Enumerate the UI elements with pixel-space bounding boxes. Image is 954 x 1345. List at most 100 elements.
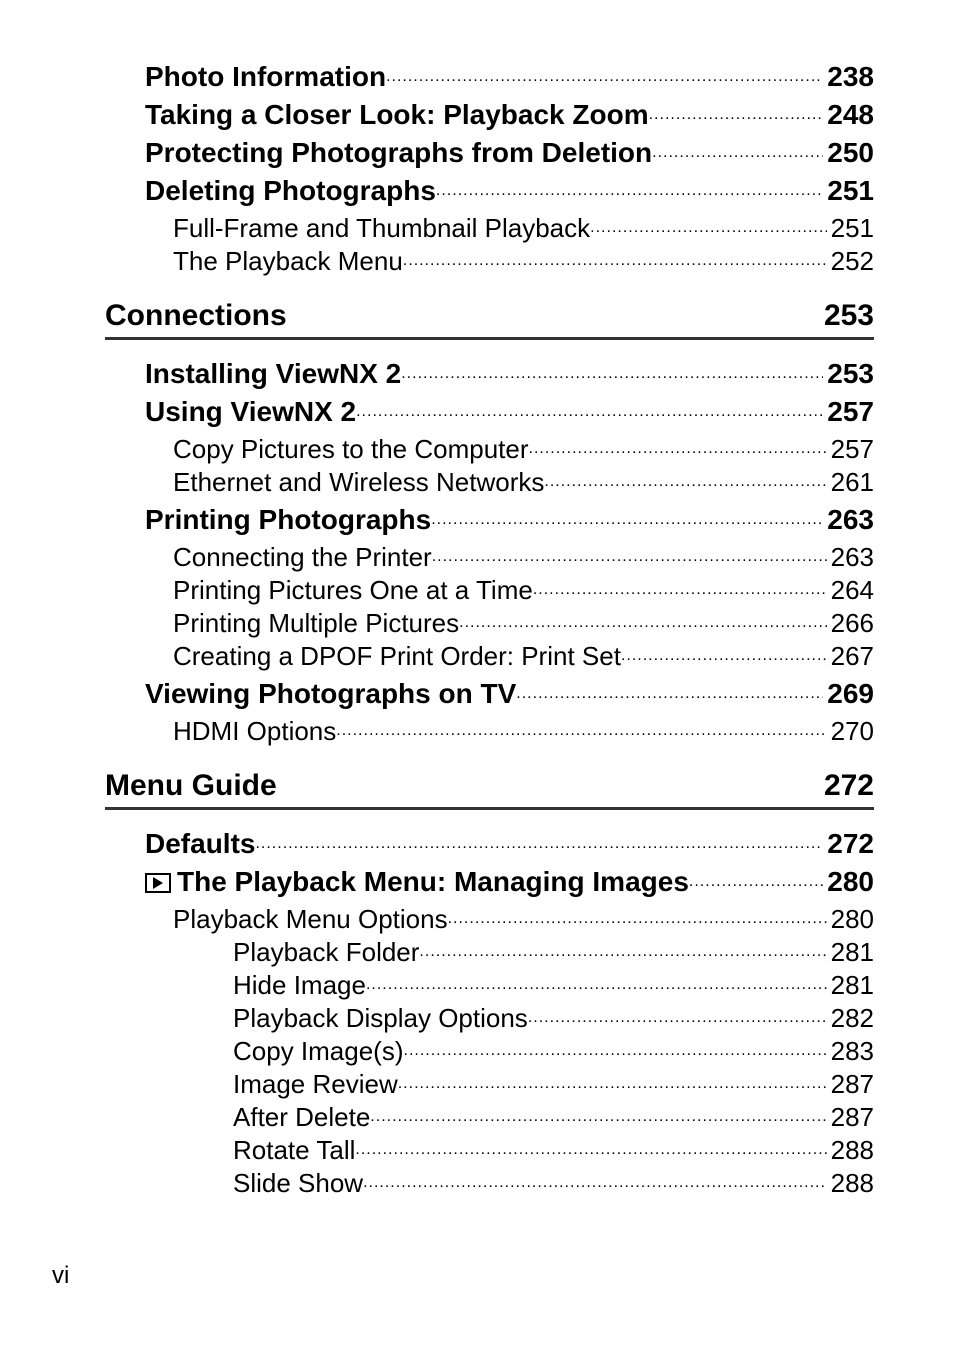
toc-label: Copy Pictures to the Computer xyxy=(173,434,529,465)
toc-label-text: Using ViewNX 2 xyxy=(145,396,356,427)
toc-leader-dots xyxy=(516,687,823,703)
toc-page-number: 282 xyxy=(827,1003,874,1034)
table-of-contents: Photo Information 238Taking a Closer Loo… xyxy=(145,61,874,1199)
toc-page-number: 257 xyxy=(827,434,874,465)
toc-label: The Playback Menu: Managing Images xyxy=(145,866,689,898)
toc-label: Printing Multiple Pictures xyxy=(173,608,459,639)
toc-leader-dots xyxy=(366,978,827,994)
toc-page-number: 264 xyxy=(827,575,874,606)
toc-label-text: Copy Image(s) xyxy=(233,1036,404,1066)
toc-label: Connecting the Printer xyxy=(173,542,432,573)
toc-label: Image Review xyxy=(233,1069,398,1100)
toc-label: Printing Photographs xyxy=(145,504,431,536)
toc-entry: Playback Menu Options 280 xyxy=(145,904,874,935)
toc-entry: The Playback Menu: Managing Images 280 xyxy=(145,866,874,898)
toc-entry: Hide Image 281 xyxy=(145,970,874,1001)
section-rule xyxy=(105,807,874,810)
toc-entry: Copy Pictures to the Computer 257 xyxy=(145,434,874,465)
toc-leader-dots xyxy=(255,837,823,853)
toc-label-text: Full-Frame and Thumbnail Playback xyxy=(173,213,590,243)
section-title: Menu Guide xyxy=(105,769,277,803)
toc-page-number: 257 xyxy=(823,396,874,428)
section-title: Connections xyxy=(105,299,287,333)
toc-entry: The Playback Menu 252 xyxy=(145,246,874,277)
toc-leader-dots xyxy=(652,146,823,162)
toc-entry: Photo Information 238 xyxy=(145,61,874,93)
toc-entry: Slide Show 288 xyxy=(145,1168,874,1199)
toc-leader-dots xyxy=(448,912,827,928)
section-rule xyxy=(105,337,874,340)
toc-entry: Creating a DPOF Print Order: Print Set 2… xyxy=(145,641,874,672)
section-header-menu_guide: Menu Guide 272 xyxy=(105,769,874,803)
toc-label-text: Rotate Tall xyxy=(233,1135,355,1165)
toc-label-text: Installing ViewNX 2 xyxy=(145,358,401,389)
toc-label: Hide Image xyxy=(233,970,366,1001)
toc-label-text: Printing Photographs xyxy=(145,504,431,535)
toc-label: Creating a DPOF Print Order: Print Set xyxy=(173,641,621,672)
page: Photo Information 238Taking a Closer Loo… xyxy=(0,0,954,1345)
toc-entry: HDMI Options 270 xyxy=(145,716,874,747)
toc-label-text: Image Review xyxy=(233,1069,398,1099)
toc-page-number: 281 xyxy=(827,937,874,968)
toc-page-number: 253 xyxy=(823,358,874,390)
toc-page-number: 263 xyxy=(827,542,874,573)
toc-label: The Playback Menu xyxy=(173,246,403,277)
toc-label-text: The Playback Menu: Managing Images xyxy=(177,866,689,897)
toc-leader-dots xyxy=(528,1011,827,1027)
toc-page-number: 263 xyxy=(823,504,874,536)
toc-leader-dots xyxy=(544,475,826,491)
toc-label-text: Hide Image xyxy=(233,970,366,1000)
toc-page-number: 248 xyxy=(823,99,874,131)
toc-label-text: Protecting Photographs from Deletion xyxy=(145,137,652,168)
toc-page-number: 266 xyxy=(827,608,874,639)
toc-entry: Copy Image(s) 283 xyxy=(145,1036,874,1067)
toc-entry: Installing ViewNX 2 253 xyxy=(145,358,874,390)
toc-entry: Connecting the Printer 263 xyxy=(145,542,874,573)
toc-leader-dots xyxy=(649,108,824,124)
toc-page-number: 251 xyxy=(823,175,874,207)
toc-label: After Delete xyxy=(233,1102,370,1133)
toc-label-text: Slide Show xyxy=(233,1168,363,1198)
toc-leader-dots xyxy=(398,1077,827,1093)
toc-entry: After Delete 287 xyxy=(145,1102,874,1133)
toc-label: Playback Display Options xyxy=(233,1003,528,1034)
toc-label: Photo Information xyxy=(145,61,386,93)
toc-entry: Full-Frame and Thumbnail Playback 251 xyxy=(145,213,874,244)
toc-label: Ethernet and Wireless Networks xyxy=(173,467,544,498)
toc-leader-dots xyxy=(336,724,826,740)
toc-entry: Using ViewNX 2 257 xyxy=(145,396,874,428)
toc-label: HDMI Options xyxy=(173,716,336,747)
toc-leader-dots xyxy=(363,1176,827,1192)
section-page: 272 xyxy=(824,769,874,803)
toc-label-text: Playback Display Options xyxy=(233,1003,528,1033)
toc-leader-dots xyxy=(355,1143,826,1159)
toc-page-number: 251 xyxy=(827,213,874,244)
toc-label-text: Defaults xyxy=(145,828,255,859)
toc-leader-dots xyxy=(459,616,826,632)
toc-leader-dots xyxy=(431,513,823,529)
toc-leader-dots xyxy=(590,221,826,237)
toc-page-number: 283 xyxy=(827,1036,874,1067)
toc-label-text: After Delete xyxy=(233,1102,370,1132)
toc-label-text: Printing Pictures One at a Time xyxy=(173,575,533,605)
toc-entry: Rotate Tall 288 xyxy=(145,1135,874,1166)
toc-page-number: 270 xyxy=(827,716,874,747)
toc-label: Using ViewNX 2 xyxy=(145,396,356,428)
toc-page-number: 252 xyxy=(827,246,874,277)
toc-page-number: 281 xyxy=(827,970,874,1001)
toc-label: Defaults xyxy=(145,828,255,860)
toc-entry: Printing Multiple Pictures 266 xyxy=(145,608,874,639)
toc-entry: Printing Pictures One at a Time 264 xyxy=(145,575,874,606)
toc-page-number: 250 xyxy=(823,137,874,169)
toc-label-text: Copy Pictures to the Computer xyxy=(173,434,529,464)
toc-leader-dots xyxy=(403,254,827,270)
toc-entry: Playback Display Options 282 xyxy=(145,1003,874,1034)
toc-entry: Defaults 272 xyxy=(145,828,874,860)
toc-leader-dots xyxy=(432,550,827,566)
toc-label: Playback Folder xyxy=(233,937,419,968)
toc-leader-dots xyxy=(401,367,823,383)
toc-entry: Playback Folder 281 xyxy=(145,937,874,968)
toc-page-number: 238 xyxy=(823,61,874,93)
toc-label: Protecting Photographs from Deletion xyxy=(145,137,652,169)
playback-icon xyxy=(145,873,171,893)
